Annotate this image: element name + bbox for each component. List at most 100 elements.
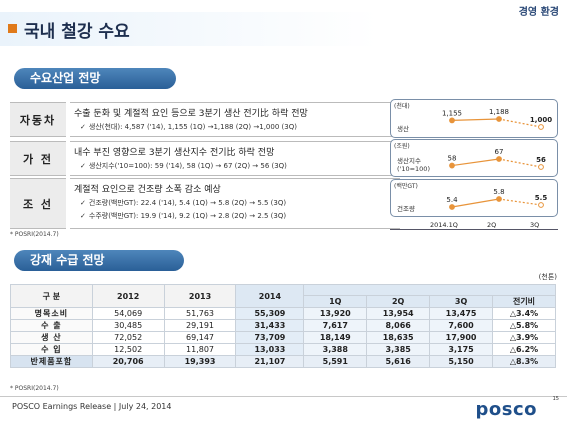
x-tick-label: 2014.1Q bbox=[430, 221, 458, 229]
row-header: 자동차 bbox=[10, 102, 66, 137]
data-label: 1,000 bbox=[530, 116, 552, 124]
mini-chart-unit: (조원) bbox=[394, 143, 410, 150]
cell-y2012: 20,706 bbox=[91, 355, 165, 368]
series-line-segment bbox=[498, 158, 542, 168]
row-header-cell: 생 산 bbox=[10, 331, 93, 344]
cell-y2013: 51,763 bbox=[163, 307, 237, 320]
row-sub-text: ✓ 건조량(백만GT): 22.4 ('14), 5.4 (1Q) → 5.8 (… bbox=[80, 199, 287, 207]
cell-chg: △6.2% bbox=[492, 343, 556, 356]
demand-section-pill: 수요산업 전망 bbox=[14, 68, 176, 89]
mini-line-chart: 5.4 5.8 5.5 bbox=[446, 188, 548, 210]
cell-q2: 8,066 bbox=[366, 319, 431, 332]
cell-q3: 17,900 bbox=[429, 331, 494, 344]
cell-q3: 3,175 bbox=[429, 343, 494, 356]
row-header: 조 선 bbox=[10, 178, 66, 229]
x-tick-label: 3Q bbox=[530, 221, 540, 229]
cell-y2013: 19,393 bbox=[163, 355, 237, 368]
check-icon: ✓ bbox=[80, 162, 86, 170]
cell-q2: 18,635 bbox=[366, 331, 431, 344]
mini-chart-unit: (백만GT) bbox=[394, 183, 418, 190]
mini-chart-auto: (천대) 생산 1,155 1,188 1,000 bbox=[390, 99, 558, 138]
data-label: 5.4 bbox=[446, 196, 458, 204]
cell-q2: 3,385 bbox=[366, 343, 431, 356]
row-header-cell: 수 입 bbox=[10, 343, 93, 356]
page-title: 국내 철강 수요 bbox=[24, 22, 130, 42]
col-header-change: 전기비 bbox=[492, 295, 556, 308]
posco-logo: posco bbox=[475, 399, 537, 420]
x-tick-label: 2Q bbox=[487, 221, 497, 229]
data-point bbox=[496, 196, 502, 202]
col-header-category: 구 분 bbox=[10, 284, 93, 308]
data-point bbox=[538, 124, 544, 130]
cell-q2: 13,954 bbox=[366, 307, 431, 320]
cell-q1: 5,591 bbox=[303, 355, 368, 368]
row-body: 내수 부진 영향으로 3분기 생산지수 전기比 하락 전망 ✓ 생산지수('10=… bbox=[70, 141, 400, 176]
data-label: 1,188 bbox=[489, 108, 509, 116]
data-point bbox=[496, 116, 502, 122]
cell-chg: △5.8% bbox=[492, 319, 556, 332]
cell-q3: 13,475 bbox=[429, 307, 494, 320]
mini-chart-label: 생산지수 bbox=[397, 157, 421, 165]
mini-chart-label-2: ('10=100) bbox=[397, 165, 430, 173]
row-header-cell: 명목소비 bbox=[10, 307, 93, 320]
col-header-2014-quarters bbox=[303, 284, 556, 296]
mini-line-chart: 1,155 1,188 1,000 bbox=[442, 108, 552, 130]
title-bullet-icon bbox=[8, 24, 17, 33]
col-header-2014: 2014 bbox=[235, 284, 305, 308]
row-main-text: 계절적 요인으로 건조량 소폭 감소 예상 bbox=[74, 185, 221, 195]
cell-chg: △8.3% bbox=[492, 355, 556, 368]
series-line-segment bbox=[451, 158, 500, 167]
mini-chart-unit: (천대) bbox=[394, 103, 410, 110]
col-header-q2: 2Q bbox=[366, 295, 431, 308]
table-row: 생 산 72,052 69,147 73,709 18,149 18,635 17,900 △… bbox=[10, 331, 556, 344]
col-header-q3: 3Q bbox=[429, 295, 494, 308]
row-sub-text-2: ✓ 수주량(백만GT): 19.9 ('14), 9.2 (1Q) → 2.8 (… bbox=[80, 212, 287, 220]
demand-source-note: * POSRI(2014.7) bbox=[10, 231, 59, 238]
cell-y2012: 72,052 bbox=[91, 331, 165, 344]
mini-chart-label: 건조량 bbox=[397, 205, 415, 213]
cell-q2: 5,616 bbox=[366, 355, 431, 368]
data-point bbox=[449, 204, 455, 210]
page-number: 15 bbox=[552, 396, 559, 402]
cell-chg: △3.4% bbox=[492, 307, 556, 320]
mini-chart-appliance: (조원) 생산지수 ('10=100) 58 67 56 bbox=[390, 139, 558, 177]
section-label: 경영 환경 bbox=[518, 7, 559, 18]
table-row: 수 입 12,502 11,807 13,033 3,388 3,385 3,175 △6.2… bbox=[10, 343, 556, 356]
series-line-segment bbox=[498, 198, 542, 206]
cell-q3: 7,600 bbox=[429, 319, 494, 332]
cell-y2014: 73,709 bbox=[235, 331, 305, 344]
cell-y2014: 13,033 bbox=[235, 343, 305, 356]
cell-q1: 3,388 bbox=[303, 343, 368, 356]
row-main-text: 내수 부진 영향으로 3분기 생산지수 전기比 하락 전망 bbox=[74, 148, 275, 158]
data-label: 67 bbox=[495, 148, 504, 156]
col-header-2012: 2012 bbox=[91, 284, 165, 308]
cell-y2013: 11,807 bbox=[163, 343, 237, 356]
mini-chart-label: 생산 bbox=[397, 125, 409, 133]
data-label: 5.5 bbox=[535, 194, 548, 202]
col-header-2013: 2013 bbox=[163, 284, 237, 308]
mini-chart-shipbuilding: (백만GT) 건조량 5.4 5.8 5.5 bbox=[390, 179, 558, 217]
cell-y2013: 69,147 bbox=[163, 331, 237, 344]
data-point bbox=[496, 156, 502, 162]
row-header-cell: 수 출 bbox=[10, 319, 93, 332]
table-row: 명목소비 54,069 51,763 55,309 13,920 13,954 13,475… bbox=[10, 307, 556, 320]
cell-y2012: 54,069 bbox=[91, 307, 165, 320]
mini-chart-x-axis: 2014.1Q 2Q 3Q bbox=[390, 218, 558, 230]
cell-q1: 13,920 bbox=[303, 307, 368, 320]
series-line-segment bbox=[451, 118, 500, 122]
data-point bbox=[538, 164, 544, 170]
cell-q1: 7,617 bbox=[303, 319, 368, 332]
unit-label: (천톤) bbox=[538, 273, 557, 281]
data-label: 56 bbox=[536, 156, 546, 164]
data-label: 5.8 bbox=[493, 188, 504, 196]
cell-y2014: 55,309 bbox=[235, 307, 305, 320]
row-main-text: 수출 둔화 및 계절적 요인 등으로 3분기 생산 전기比 하락 전망 bbox=[74, 109, 308, 119]
table-row: 수 출 30,485 29,191 31,433 7,617 8,066 7,600 △5.8… bbox=[10, 319, 556, 332]
row-header-cell: 반제품포함 bbox=[10, 355, 93, 368]
data-point bbox=[538, 202, 544, 208]
cell-y2012: 30,485 bbox=[91, 319, 165, 332]
footer-divider bbox=[0, 396, 567, 397]
supply-table: 구 분 2012 2013 2014 1Q 2Q 3Q 전기비 명목소비 54,0… bbox=[10, 284, 556, 368]
row-body: 계절적 요인으로 건조량 소폭 감소 예상 ✓ 건조량(백만GT): 22.4 (… bbox=[70, 178, 400, 229]
data-label: 1,155 bbox=[442, 109, 462, 117]
